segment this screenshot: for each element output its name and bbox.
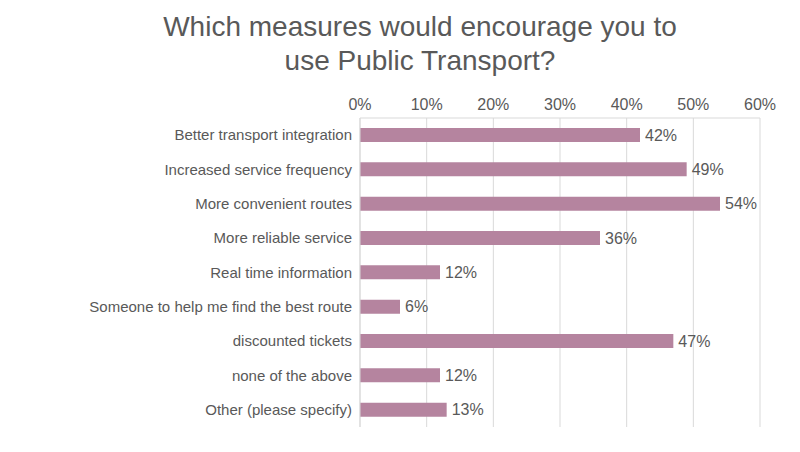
svg-text:discounted tickets: discounted tickets — [233, 332, 352, 349]
svg-text:6%: 6% — [405, 298, 428, 315]
svg-text:Other (please specify): Other (please specify) — [205, 401, 352, 418]
svg-text:10%: 10% — [411, 96, 443, 113]
svg-text:Increased service frequency: Increased service frequency — [164, 161, 352, 178]
svg-text:20%: 20% — [477, 96, 509, 113]
svg-text:60%: 60% — [744, 96, 776, 113]
svg-text:54%: 54% — [725, 195, 757, 212]
svg-text:none of the above: none of the above — [232, 367, 352, 384]
svg-text:More convenient routes: More convenient routes — [195, 195, 352, 212]
svg-text:12%: 12% — [445, 264, 477, 281]
svg-text:49%: 49% — [692, 161, 724, 178]
svg-text:12%: 12% — [445, 367, 477, 384]
svg-text:40%: 40% — [611, 96, 643, 113]
svg-text:36%: 36% — [605, 230, 637, 247]
svg-text:13%: 13% — [452, 401, 484, 418]
svg-text:Better transport integration: Better transport integration — [174, 126, 352, 143]
svg-text:More reliable service: More reliable service — [214, 229, 352, 246]
svg-text:50%: 50% — [677, 96, 709, 113]
svg-text:42%: 42% — [645, 127, 677, 144]
svg-text:Real time information: Real time information — [210, 264, 352, 281]
html-text:Which measures would encourage: Which measures would encourage you to us… — [163, 11, 677, 76]
svg-text:Someone to help me find the be: Someone to help me find the best route — [89, 298, 352, 315]
svg-text:0%: 0% — [348, 96, 371, 113]
svg-text:30%: 30% — [544, 96, 576, 113]
svg-text:47%: 47% — [678, 333, 710, 350]
